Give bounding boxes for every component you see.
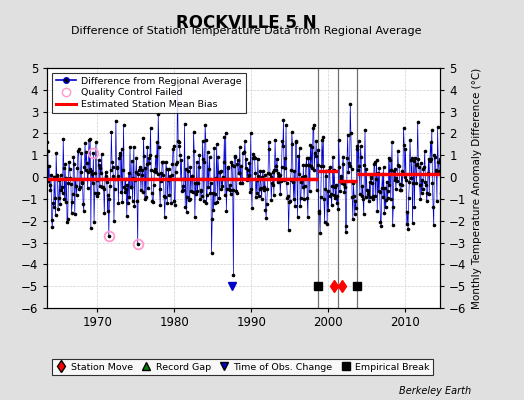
Legend: Station Move, Record Gap, Time of Obs. Change, Empirical Break: Station Move, Record Gap, Time of Obs. C…: [52, 359, 433, 375]
Text: ROCKVILLE 5 N: ROCKVILLE 5 N: [176, 14, 316, 32]
Text: Berkeley Earth: Berkeley Earth: [399, 386, 472, 396]
Text: Difference of Station Temperature Data from Regional Average: Difference of Station Temperature Data f…: [71, 26, 421, 36]
Y-axis label: Monthly Temperature Anomaly Difference (°C): Monthly Temperature Anomaly Difference (…: [472, 67, 482, 309]
